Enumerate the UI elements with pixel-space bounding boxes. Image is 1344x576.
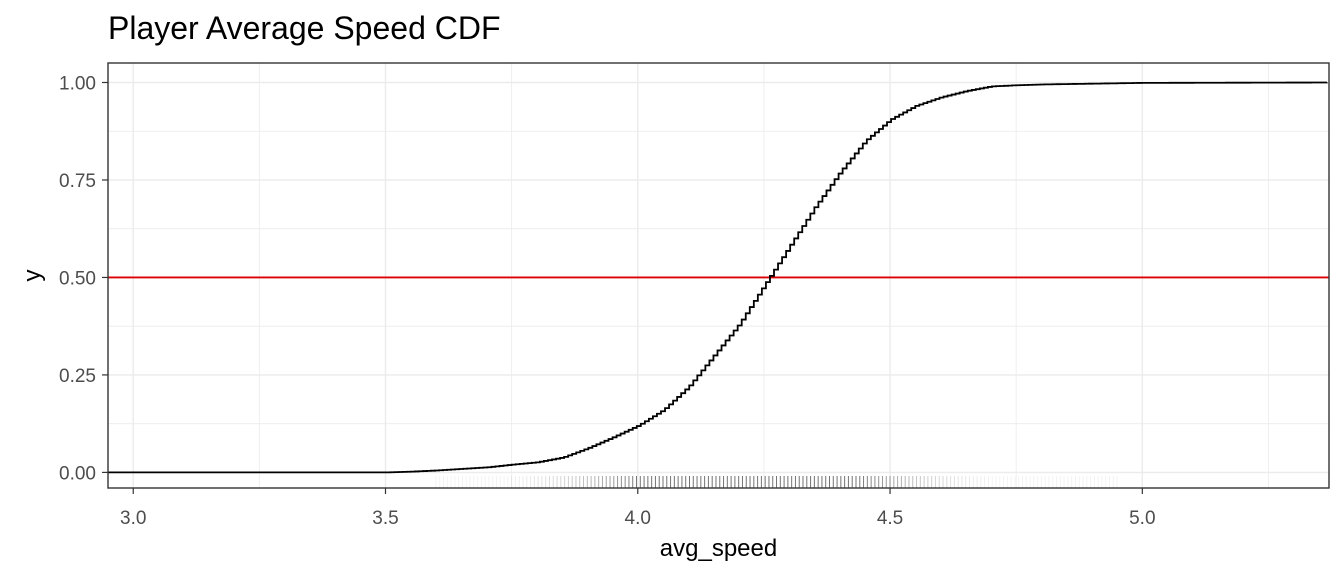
x-tick-label: 3.0	[120, 508, 146, 529]
chart-title: Player Average Speed CDF	[108, 10, 501, 46]
x-axis: 3.0 3.5 4.0 4.5 5.0	[120, 488, 1156, 529]
y-tick-label: 0.00	[59, 463, 96, 484]
y-tick-label: 0.50	[59, 268, 96, 289]
x-tick-label: 3.5	[372, 508, 398, 529]
grid-layer	[108, 63, 1329, 488]
series-layer	[108, 81, 1328, 474]
x-tick-label: 4.0	[625, 508, 651, 529]
rug-layer	[435, 476, 1118, 488]
panel-border	[107, 62, 1330, 489]
x-tick-label: 5.0	[1129, 508, 1155, 529]
x-axis-title: avg_speed	[660, 535, 777, 562]
y-axis-title: y	[19, 270, 46, 282]
y-axis: 0.00 0.25 0.50 0.75 1.00	[59, 73, 108, 484]
y-tick-label: 0.75	[59, 171, 96, 192]
ecdf-step-line	[108, 81, 1328, 474]
y-tick-label: 0.25	[59, 366, 96, 387]
y-tick-label: 1.00	[59, 73, 96, 94]
x-tick-label: 4.5	[877, 508, 903, 529]
